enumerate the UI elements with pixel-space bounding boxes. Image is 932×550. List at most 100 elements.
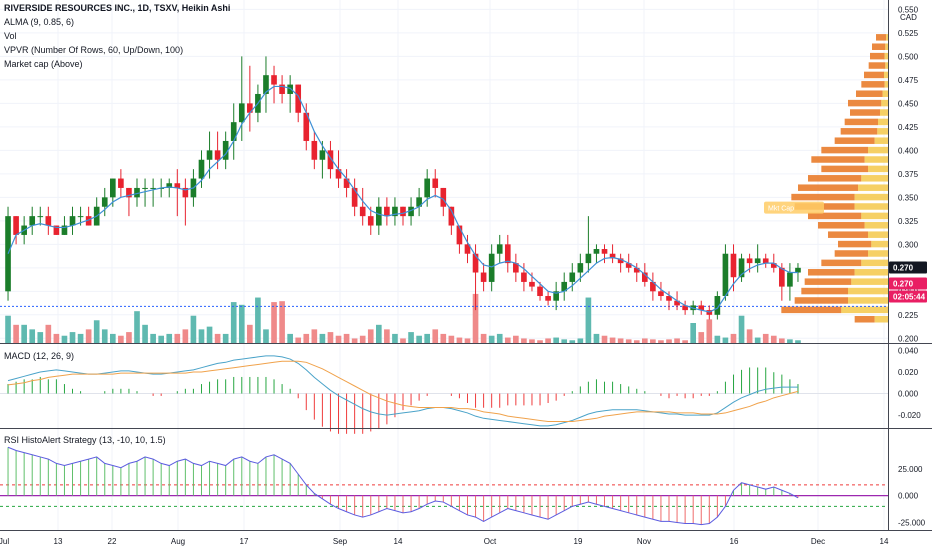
vpvr-down-bar: [821, 146, 868, 154]
volume-bar: [738, 315, 745, 343]
vpvr-up-bar: [880, 109, 888, 116]
price-tick-label: 0.500: [898, 52, 919, 61]
indicator-vol[interactable]: Vol: [4, 31, 17, 41]
indicator-vpvr[interactable]: VPVR (Number Of Rows, 60, Up/Down, 100): [4, 45, 184, 55]
vpvr-histogram: [781, 34, 888, 323]
time-tick-label: Jul: [0, 537, 9, 546]
time-tick-label: 13: [54, 537, 63, 546]
price-tick-label: 0.350: [898, 193, 919, 202]
candle-body: [359, 206, 366, 217]
volume-bar: [666, 339, 672, 343]
time-tick-label: Aug: [171, 537, 185, 546]
vpvr-down-bar: [781, 306, 842, 314]
volume-bar: [682, 340, 688, 343]
candle-body: [698, 305, 705, 311]
vpvr-down-bar: [811, 156, 865, 163]
macd-title[interactable]: MACD (12, 26, 9): [4, 351, 75, 361]
volume-bar: [553, 337, 559, 343]
volume-bar: [327, 332, 334, 343]
candle-body: [577, 263, 584, 273]
volume-bar: [61, 335, 68, 343]
volume-bar: [448, 335, 455, 343]
candle-body: [770, 263, 777, 268]
candle-body: [279, 84, 285, 94]
candle-body: [392, 206, 398, 217]
candle-body: [247, 103, 253, 113]
volume-bar: [5, 315, 11, 343]
volume-bar: [384, 329, 390, 343]
currency-label: CAD: [900, 13, 917, 22]
volume-bar: [585, 297, 592, 343]
vpvr-down-bar: [854, 316, 875, 323]
vpvr-down-bar: [818, 222, 865, 229]
volume-bar: [488, 335, 495, 343]
time-tick-label: 14: [394, 537, 403, 546]
macd-axis: 0.040 0.020 0.000 -0.020: [898, 346, 921, 420]
price-tick-label: 0.375: [898, 170, 919, 179]
candle-body: [263, 75, 269, 94]
vpvr-up-bar: [868, 250, 888, 257]
volume-bar: [214, 333, 221, 343]
candle-body: [529, 281, 535, 287]
vpvr-down-bar: [856, 90, 883, 97]
volume-bar: [625, 339, 632, 343]
time-tick-label: 14: [880, 537, 889, 546]
rsi-title[interactable]: RSI HistoAlert Strategy (13, -10, 10, 1.…: [4, 435, 166, 445]
volume-bar: [93, 320, 100, 343]
candle-body: [206, 150, 213, 160]
candle-body: [384, 206, 390, 217]
vpvr-down-bar: [872, 43, 886, 50]
vpvr-down-bar: [864, 71, 884, 79]
time-tick-label: 22: [108, 537, 117, 546]
volume-bar: [416, 335, 422, 343]
volume-bar: [456, 337, 463, 343]
indicator-alma[interactable]: ALMA (9, 0.85, 6): [4, 17, 75, 27]
vpvr-up-bar: [886, 34, 888, 41]
price-tick-label: 0.300: [898, 240, 919, 249]
volume-bar: [714, 335, 721, 343]
vpvr-up-bar: [864, 156, 888, 163]
volume-bar: [496, 333, 503, 343]
candle-body: [13, 216, 19, 235]
volume-bar: [359, 335, 366, 343]
vpvr-down-bar: [850, 109, 880, 116]
volume-bar: [392, 333, 398, 343]
vpvr-down-bar: [868, 62, 886, 69]
candle-body: [375, 206, 382, 226]
macd-tick-label: -0.020: [898, 411, 921, 420]
mkt-cap-tag-bg: [764, 201, 824, 214]
volume-bar: [787, 339, 793, 343]
vpvr-up-bar: [848, 297, 888, 304]
volume-bar: [633, 340, 640, 343]
volume-bar: [601, 335, 608, 343]
volume-bar: [730, 333, 737, 343]
candle-body: [641, 272, 648, 282]
candle-body: [609, 253, 616, 259]
candle-body: [61, 225, 68, 235]
volume-bar: [529, 339, 535, 343]
countdown-tag-bg: [889, 290, 927, 303]
vpvr-up-bar: [871, 240, 888, 248]
candle-body: [666, 296, 672, 301]
chart-title: RIVERSIDE RESOURCES INC., 1D, TSXV, Heik…: [4, 3, 231, 13]
volume-bar: [351, 338, 358, 343]
axes: [0, 0, 932, 531]
vpvr-down-bar: [848, 99, 882, 107]
indicator-market-cap[interactable]: Market cap (Above): [4, 59, 83, 69]
vpvr-up-bar: [874, 137, 888, 144]
time-tick-label: Dec: [811, 537, 825, 546]
mkt-cap-tag: Mkt Cap: [768, 206, 794, 213]
candle-body: [69, 216, 76, 226]
volume-bar: [609, 337, 616, 343]
volume-bar: [45, 324, 52, 343]
candle-body: [351, 187, 358, 207]
candle-body: [182, 187, 189, 198]
vpvr-down-bar: [791, 193, 855, 201]
last-price2-tag-bg: [889, 277, 927, 290]
volume-bar: [182, 329, 189, 343]
volume-bar: [480, 333, 487, 343]
volume-bar: [303, 333, 310, 343]
volume-bar: [335, 335, 342, 343]
vpvr-down-bar: [804, 278, 852, 285]
